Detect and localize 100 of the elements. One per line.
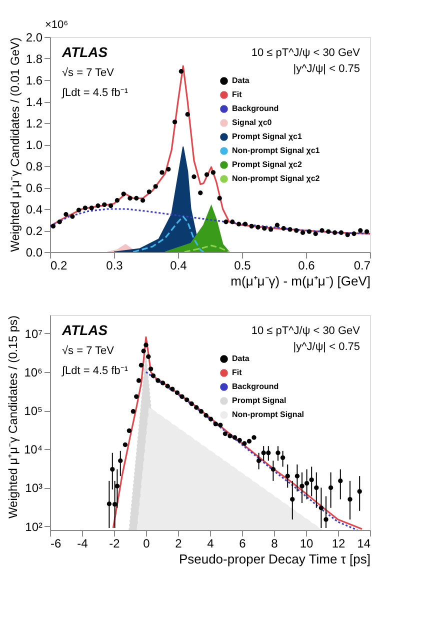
point (156, 378, 160, 383)
point (204, 413, 208, 418)
x-tick-label: 0.6 (298, 258, 316, 272)
y-tick-label: 0.8 (26, 160, 43, 174)
point (218, 422, 223, 428)
point (138, 362, 144, 368)
x-tick-label: -2 (109, 536, 120, 550)
legend-label: Prompt Signal (232, 396, 286, 405)
annotation: ATLAS (61, 44, 108, 60)
point (357, 489, 362, 494)
point (189, 401, 194, 406)
annotation: ∫Ldt = 4.5 fb⁻¹ (61, 365, 128, 377)
point (180, 394, 184, 399)
x-tick-label: -6 (50, 536, 62, 550)
point (160, 380, 166, 386)
point (266, 450, 271, 456)
y-tick-label: 1.4 (26, 95, 43, 109)
point (309, 477, 314, 482)
line-series (132, 216, 204, 252)
point (122, 442, 128, 448)
text: ×10⁶ (45, 19, 68, 31)
point (126, 428, 132, 434)
y-tick-label: 10² (25, 520, 43, 534)
annotation: ATLAS (61, 322, 108, 338)
point (285, 474, 290, 478)
y-axis-title: Weighted μ⁺μ⁻γ Candidates / (0.01 GeV) (8, 38, 22, 252)
point (304, 480, 310, 486)
point (256, 458, 262, 464)
y-tick-label: 10³ (25, 481, 43, 496)
y-tick-label: 0.0 (26, 246, 43, 260)
point (114, 484, 120, 488)
point (136, 378, 142, 383)
point (348, 496, 352, 502)
point (290, 496, 295, 502)
point (134, 394, 139, 399)
legend-label: Background (232, 104, 279, 113)
y-tick-label: 10⁶ (24, 365, 43, 380)
annotation: √s = 7 TeV (62, 345, 115, 357)
line-series (112, 336, 363, 530)
point (174, 390, 180, 396)
x-tick-label: 10 (300, 536, 314, 550)
point (222, 431, 228, 436)
y-axis-title: Weighted μ⁺μ⁻γ Candidates / (0.15 ps) (6, 316, 20, 519)
legend-label: Non-prompt Signal χc2 (232, 174, 320, 183)
y-tick-label: 1.2 (26, 116, 43, 130)
point (261, 450, 266, 456)
point (170, 386, 175, 392)
x-tick-label: 0.4 (170, 258, 188, 272)
y-tick-label: 10⁵ (24, 404, 43, 418)
point (242, 441, 247, 446)
point (118, 458, 123, 464)
annotation: |y^J/ψ| < 0.75 (293, 63, 360, 75)
line-series (145, 371, 358, 530)
point (300, 484, 304, 488)
point (165, 384, 170, 388)
point (213, 422, 218, 426)
point (150, 373, 156, 378)
legend-label: Signal χc0 (232, 118, 272, 127)
line-series (50, 65, 370, 235)
y-tick-label: 10⁴ (24, 442, 42, 457)
x-tick-label: -4 (77, 536, 88, 550)
y-tick-label: 1.8 (26, 52, 43, 66)
point (110, 466, 115, 472)
point (270, 466, 276, 472)
x-tick-label: 0 (143, 536, 150, 550)
point (246, 438, 252, 444)
point (294, 474, 300, 478)
x-tick-label: 14 (357, 536, 371, 550)
point (328, 485, 334, 490)
point (144, 342, 148, 348)
point (130, 409, 136, 414)
point (112, 502, 118, 507)
legend-label: Non-prompt Signal χc1 (232, 146, 320, 155)
legend-label: Fit (232, 368, 242, 377)
legend-label: Background (232, 382, 279, 391)
point (338, 478, 343, 484)
y-tick-label: 1.0 (26, 138, 43, 152)
legend-label: Prompt Signal χc2 (232, 160, 303, 169)
x-tick-label: 12 (332, 536, 346, 550)
legend-label: Data (232, 354, 250, 363)
x-tick-label: 4 (207, 536, 214, 550)
legend-label: Fit (232, 90, 242, 99)
x-tick-label: 0.5 (234, 258, 252, 272)
point (237, 438, 242, 443)
y-tick-label: 0.4 (26, 202, 43, 216)
annotation: 10 ≤ pT^J/ψ < 30 GeV (251, 47, 361, 59)
legend-label: Non-prompt Signal (232, 410, 304, 419)
x-axis-title: Pseudo-proper Decay Time τ [ps] (178, 552, 370, 566)
point (148, 366, 154, 372)
point (232, 435, 238, 440)
annotation: |y^J/ψ| < 0.75 (293, 341, 360, 353)
legend-label: Prompt Signal χc1 (232, 132, 303, 141)
point (141, 348, 146, 354)
point (276, 450, 280, 456)
point (106, 502, 112, 506)
annotation: √s = 7 TeV (62, 67, 115, 79)
point (324, 517, 328, 522)
annotation: 10 ≤ pT^J/ψ < 30 GeV (251, 325, 361, 337)
point (146, 354, 151, 359)
y-tick-label: 1.6 (26, 74, 43, 88)
